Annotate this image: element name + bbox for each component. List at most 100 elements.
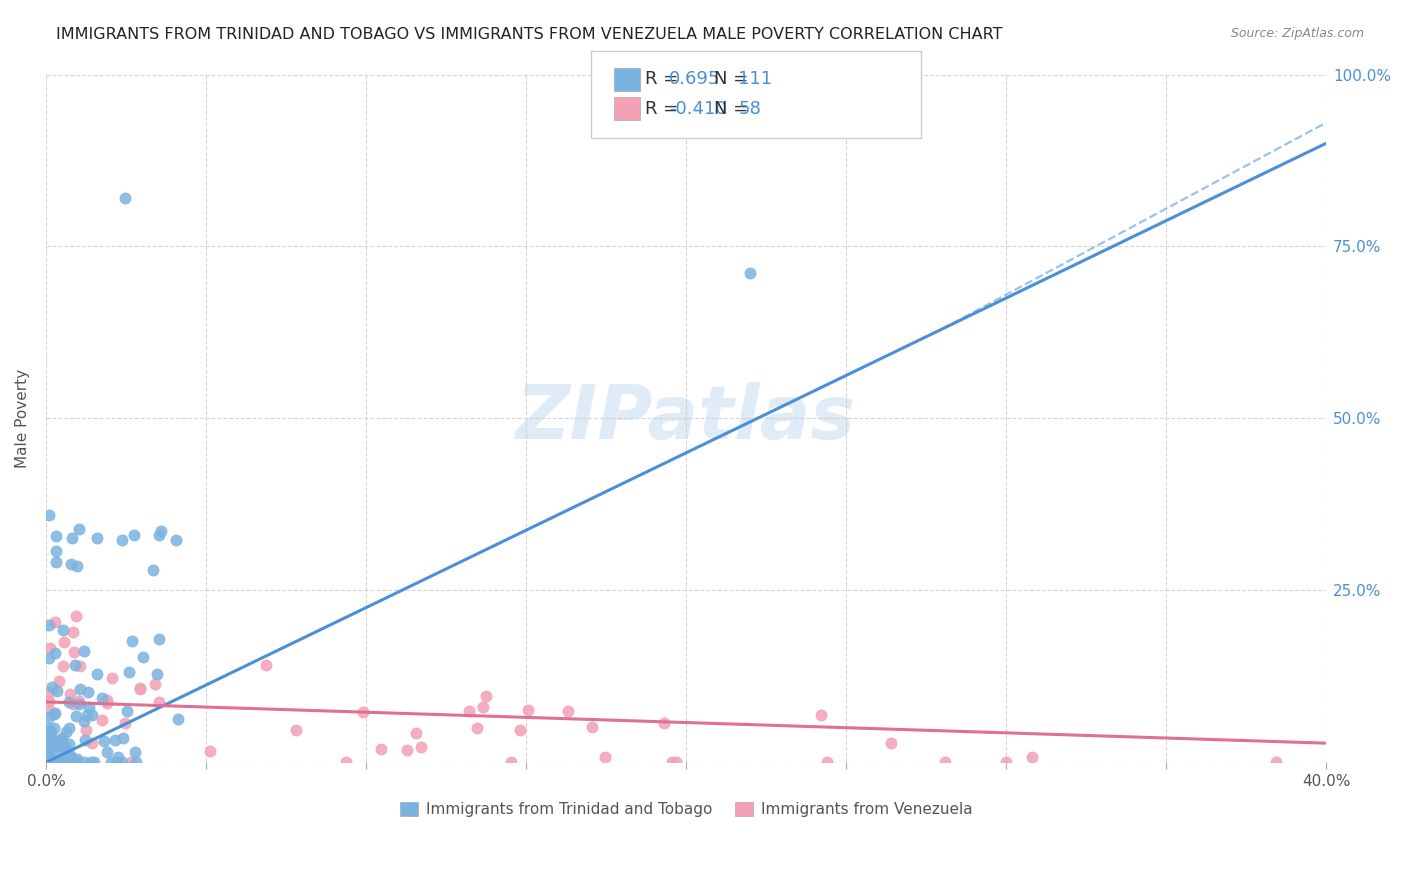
Point (42, 745, 65, 759)
Point (148, 695, 170, 709)
Point (38, 710, 60, 724)
Point (51, 732, 73, 747)
Point (142, 563, 165, 577)
Point (80, 756, 103, 770)
Text: 58: 58 (738, 100, 761, 118)
Point (48, 673, 70, 688)
Point (59, 687, 82, 701)
Point (67, 694, 90, 708)
Point (38, 650, 60, 665)
Point (52, 659, 75, 673)
Point (370, 742, 392, 756)
Point (39, 724, 62, 739)
Point (46, 684, 69, 698)
Point (41, 737, 63, 751)
Point (62, 698, 84, 712)
Point (499, 756, 522, 770)
Point (38, 740, 60, 755)
Point (167, 712, 190, 726)
Point (815, 756, 838, 770)
Point (557, 705, 579, 719)
Point (46, 756, 69, 770)
Point (38, 721, 60, 735)
Point (77, 685, 100, 699)
Point (39, 726, 62, 740)
Point (77, 700, 100, 714)
Point (41, 680, 63, 694)
Point (46, 756, 69, 770)
Point (93, 734, 115, 748)
Point (65, 608, 87, 623)
Text: R =: R = (645, 100, 685, 118)
Point (105, 755, 128, 769)
Point (38, 756, 60, 770)
Point (53, 744, 76, 758)
Point (48, 732, 70, 747)
Point (593, 750, 616, 764)
Point (73, 644, 96, 658)
Point (457, 704, 479, 718)
Point (38, 731, 60, 745)
Point (76, 708, 98, 723)
Point (1021, 750, 1043, 764)
Text: ZIPatlas: ZIPatlas (516, 382, 856, 455)
Point (42, 706, 65, 721)
Point (38, 747, 60, 762)
Point (58, 695, 80, 709)
Point (405, 726, 427, 740)
Point (44, 615, 66, 629)
Point (59, 747, 82, 762)
Text: Source: ZipAtlas.com: Source: ZipAtlas.com (1230, 27, 1364, 40)
Point (128, 681, 150, 695)
Text: -0.410: -0.410 (669, 100, 727, 118)
Point (44, 756, 66, 770)
Point (59, 749, 82, 764)
Point (118, 665, 141, 679)
Point (738, 266, 761, 280)
Point (66, 558, 89, 573)
Point (654, 716, 676, 731)
Point (517, 703, 540, 717)
Point (254, 657, 277, 672)
Point (100, 756, 122, 770)
Point (75, 723, 97, 737)
Point (66, 752, 89, 766)
Point (124, 745, 146, 759)
Point (411, 739, 433, 754)
Point (472, 699, 495, 714)
Point (39, 756, 62, 770)
Point (44, 721, 66, 735)
Point (38, 756, 60, 770)
Point (46, 738, 69, 752)
Point (146, 667, 169, 681)
Legend: Immigrants from Trinidad and Tobago, Immigrants from Venezuela: Immigrants from Trinidad and Tobago, Imm… (394, 797, 979, 823)
Point (143, 677, 166, 691)
Point (49, 756, 72, 770)
Point (120, 756, 142, 770)
Point (509, 723, 531, 738)
Point (63, 645, 86, 659)
Point (149, 524, 172, 538)
Point (65, 708, 87, 723)
Point (96, 696, 118, 710)
Point (58, 737, 80, 751)
Point (38, 756, 60, 770)
Point (114, 715, 136, 730)
Point (73, 756, 96, 770)
Point (75, 732, 97, 747)
Point (51, 756, 73, 770)
Text: R =: R = (645, 70, 685, 87)
Point (44, 646, 66, 660)
Point (58, 756, 80, 770)
Point (148, 528, 170, 542)
Point (49, 756, 72, 770)
Point (111, 533, 134, 547)
Point (38, 755, 60, 769)
Point (198, 744, 221, 758)
Point (69, 522, 91, 536)
Point (38, 703, 60, 717)
Point (62, 756, 84, 770)
Point (38, 756, 60, 770)
Point (59, 558, 82, 572)
Point (148, 632, 170, 646)
